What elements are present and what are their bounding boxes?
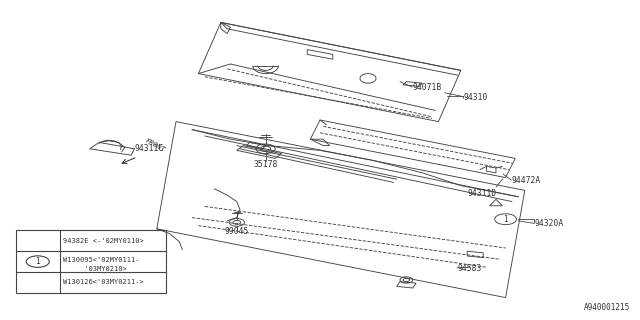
- Text: 94382E <-'02MY0110>: 94382E <-'02MY0110>: [63, 238, 143, 244]
- Text: '03MY0210>: '03MY0210>: [63, 266, 127, 272]
- Text: W130095<'02MY0111-: W130095<'02MY0111-: [63, 257, 140, 262]
- Text: 94320A: 94320A: [534, 220, 564, 228]
- Text: 94472A: 94472A: [512, 176, 541, 185]
- Text: A940001215: A940001215: [584, 303, 630, 312]
- Text: W130126<'03MY0211->: W130126<'03MY0211->: [63, 279, 143, 285]
- Text: 94071B: 94071B: [413, 84, 442, 92]
- Text: 1: 1: [35, 257, 40, 266]
- Text: 94311C: 94311C: [134, 144, 164, 153]
- Text: 1: 1: [503, 215, 508, 224]
- Text: FRONT: FRONT: [144, 137, 166, 153]
- Text: 35178: 35178: [253, 160, 278, 169]
- Text: 94310: 94310: [464, 93, 488, 102]
- Text: 94311D: 94311D: [467, 189, 497, 198]
- Bar: [16, 230, 166, 293]
- Text: 99045: 99045: [225, 228, 249, 236]
- Text: 94583: 94583: [458, 264, 482, 273]
